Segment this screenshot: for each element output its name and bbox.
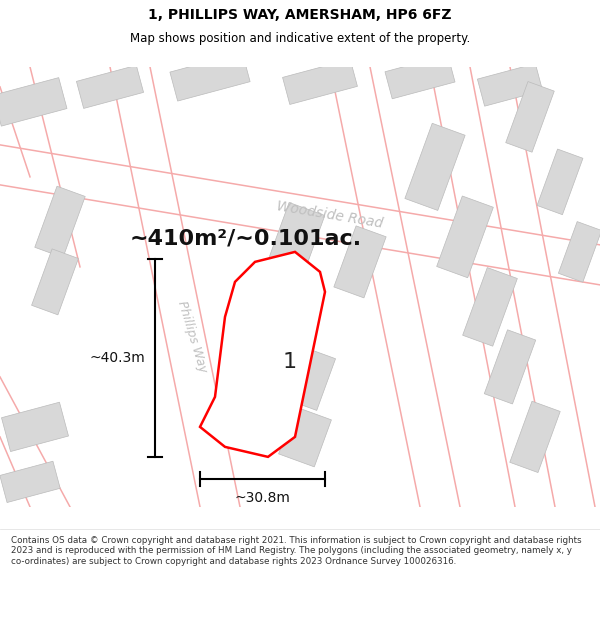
Bar <box>484 330 536 404</box>
Bar <box>478 64 542 106</box>
Text: Contains OS data © Crown copyright and database right 2021. This information is : Contains OS data © Crown copyright and d… <box>11 536 581 566</box>
Bar <box>334 226 386 298</box>
Bar <box>437 196 493 278</box>
Text: 1, PHILLIPS WAY, AMERSHAM, HP6 6FZ: 1, PHILLIPS WAY, AMERSHAM, HP6 6FZ <box>148 8 452 22</box>
Bar <box>1 402 68 451</box>
Text: ~30.8m: ~30.8m <box>235 491 290 505</box>
Text: ~410m²/~0.101ac.: ~410m²/~0.101ac. <box>130 229 362 249</box>
Text: Map shows position and indicative extent of the property.: Map shows position and indicative extent… <box>130 32 470 45</box>
Bar <box>463 268 517 346</box>
Text: Woodside Road: Woodside Road <box>276 199 384 231</box>
Bar <box>405 123 465 211</box>
Text: 1: 1 <box>283 352 297 372</box>
Bar <box>506 81 554 152</box>
Text: ~40.3m: ~40.3m <box>89 351 145 365</box>
Bar <box>0 78 67 126</box>
Bar <box>265 202 325 281</box>
Bar <box>537 149 583 214</box>
Bar <box>559 222 600 282</box>
Bar <box>385 55 455 99</box>
Bar <box>32 249 79 315</box>
Bar <box>510 401 560 472</box>
Bar <box>76 66 143 108</box>
Bar <box>35 186 85 258</box>
Bar <box>170 52 250 101</box>
Text: Phillips Way: Phillips Way <box>175 299 209 374</box>
Polygon shape <box>200 252 325 457</box>
Bar <box>274 343 335 411</box>
Bar <box>0 461 60 503</box>
Bar <box>283 59 358 104</box>
Bar <box>278 407 331 467</box>
